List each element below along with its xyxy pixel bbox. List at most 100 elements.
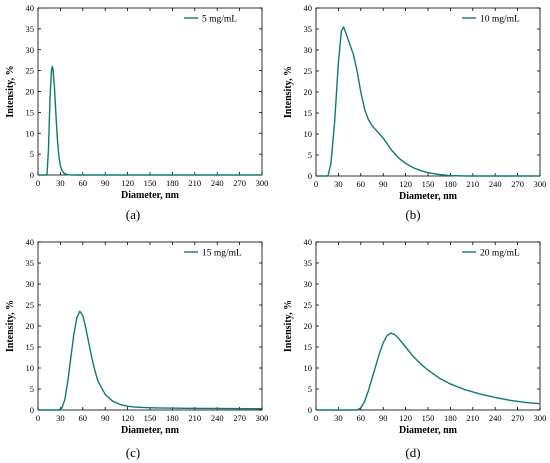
x-tick-label: 30 [334,179,343,189]
x-tick-label: 90 [379,179,388,189]
x-tick-label: 210 [188,178,201,188]
y-tick-label: 10 [26,128,35,138]
y-tick-label: 10 [304,363,313,373]
x-tick-label: 30 [334,413,343,423]
y-tick-label: 0 [30,405,34,415]
legend-entry: 10 mg/mL [480,15,520,25]
plot-frame [37,241,263,411]
y-tick-label: 10 [26,363,35,373]
x-tick-label: 270 [511,179,524,189]
panel-label-a: (a) [125,207,141,222]
series-line-b [316,26,540,177]
x-tick-label: 300 [256,413,269,423]
y-tick-label: 35 [304,24,313,34]
x-tick-label: 210 [188,413,201,423]
x-tick-label: 150 [144,413,157,423]
y-tick-label: 35 [304,258,313,268]
x-tick-label: 120 [121,413,134,423]
x-tick-label: 90 [101,178,110,188]
x-tick-label: 300 [534,179,547,189]
x-tick-label: 90 [101,413,110,423]
chart-panel-b: 0 30 60 90 120 150 180 210 240 270 300 0 5 10 15 20 25 30… [283,3,546,202]
y-tick-label: 15 [304,342,313,352]
x-axis-label: Diameter, nm [121,190,180,201]
y-tick-label: 40 [26,3,35,13]
y-tick-label: 25 [304,300,313,310]
x-tick-label: 120 [399,179,412,189]
chart-panel-a: 0 30 60 90 120 150 180 210 240 270 300 0 5 10 15 20 25 30… [5,3,268,201]
y-tick-label: 15 [304,108,313,118]
x-tick-label: 180 [166,413,179,423]
plot-frame [315,7,541,177]
x-axis-label: Diameter, nm [121,425,180,436]
y-tick-label: 15 [26,107,35,117]
x-axis-label: Diameter, nm [399,425,458,436]
x-tick-label: 240 [489,413,502,423]
y-tick-label: 25 [304,66,313,76]
y-tick-label: 0 [308,171,312,181]
y-tick-label: 35 [26,258,35,268]
y-tick-label: 5 [30,384,34,394]
x-tick-label: 240 [211,413,224,423]
panel-label-c: (c) [125,445,141,460]
x-tick-label: 150 [422,413,435,423]
y-axis-label: Intensity, % [283,300,294,352]
x-tick-label: 210 [466,179,479,189]
y-tick-label: 20 [304,321,313,331]
x-tick-label: 300 [256,178,269,188]
x-tick-label: 60 [357,413,366,423]
y-tick-label: 15 [26,342,35,352]
y-axis-label: Intensity, % [5,300,16,352]
y-tick-label: 30 [304,45,313,55]
x-tick-label: 270 [511,413,524,423]
x-tick-label: 150 [144,178,157,188]
x-tick-label: 210 [466,413,479,423]
plot-frame [315,241,541,411]
y-tick-label: 5 [30,149,34,159]
x-tick-label: 60 [79,178,88,188]
y-tick-label: 35 [26,24,35,34]
series-line-d [316,332,541,411]
y-axis-label: Intensity, % [283,66,294,118]
x-tick-label: 0 [314,179,318,189]
x-tick-label: 0 [36,178,40,188]
y-tick-label: 40 [304,237,313,247]
y-axis-label: Intensity, % [5,65,16,117]
x-tick-label: 0 [314,413,318,423]
legend-entry: 20 mg/mL [480,249,520,259]
x-tick-label: 30 [56,413,65,423]
x-tick-label: 120 [121,178,134,188]
x-tick-label: 270 [233,413,246,423]
x-tick-label: 180 [444,179,457,189]
x-tick-label: 0 [36,413,40,423]
x-tick-label: 150 [422,179,435,189]
legend-entry: 5 mg/mL [202,15,237,25]
y-tick-label: 5 [308,150,312,160]
y-tick-label: 30 [26,279,35,289]
x-tick-label: 180 [166,178,179,188]
x-tick-label: 300 [534,413,547,423]
y-tick-label: 10 [304,129,313,139]
chart-panel-c: 0 30 60 90 120 150 180 210 240 270 300 0 5 10 15 20 25 30… [5,237,268,436]
y-tick-label: 40 [304,3,313,13]
x-tick-label: 30 [56,178,65,188]
x-tick-label: 60 [357,179,366,189]
series-line-c [38,310,263,411]
x-tick-label: 240 [489,179,502,189]
x-tick-label: 180 [444,413,457,423]
legend-entry: 15 mg/mL [202,249,242,259]
panel-label-d: (d) [405,445,421,460]
chart-panel-d: 0 30 60 90 120 150 180 210 240 270 300 0 5 10 15 20 25 30… [283,237,546,436]
x-tick-label: 60 [79,413,88,423]
plot-frame [37,7,263,176]
y-tick-label: 20 [26,321,35,331]
series-line-a [38,65,262,176]
y-tick-label: 30 [304,279,313,289]
x-tick-label: 240 [211,178,224,188]
y-tick-label: 0 [30,170,34,180]
y-tick-label: 40 [26,237,35,247]
x-axis-label: Diameter, nm [399,191,458,202]
y-tick-label: 0 [308,405,312,415]
y-tick-label: 20 [26,87,35,97]
